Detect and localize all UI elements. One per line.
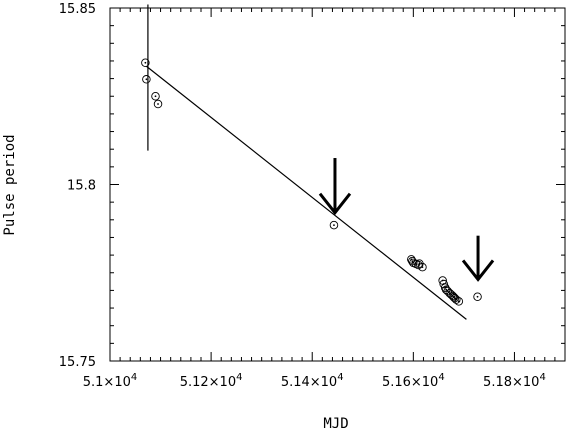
x-tick-labels: 5.1×104 5.12×104 5.14×104 5.16×104 5.18×104 [83, 372, 546, 390]
data-point [141, 58, 150, 67]
y-tick-label: 15.8 [67, 179, 96, 194]
plot-frame [109, 7, 566, 362]
x-tick-label: 5.14×104 [281, 372, 344, 390]
data-point [329, 220, 339, 230]
x-tick-label: 5.1×104 [83, 372, 137, 390]
axis-ticks [109, 7, 566, 362]
arrow-marker [461, 235, 495, 282]
data-point [454, 297, 464, 306]
data-points [141, 58, 482, 306]
y-tick-label: 15.85 [59, 2, 96, 17]
linear-fit-line [146, 65, 467, 320]
data-point [151, 91, 160, 101]
x-tick-label: 5.18×104 [483, 372, 546, 390]
data-point [142, 75, 151, 84]
data-point [153, 99, 163, 109]
data-point [418, 262, 427, 272]
data-point [473, 292, 482, 302]
arrow-marker [318, 158, 352, 216]
y-tick-labels: 15.75 15.8 15.85 [59, 2, 96, 370]
y-axis-title: Pulse period [2, 134, 18, 235]
x-tick-label: 5.16×104 [382, 372, 445, 390]
y-tick-label: 15.75 [59, 355, 96, 370]
x-tick-label: 5.12×104 [180, 372, 243, 390]
annotation-arrows [318, 158, 495, 282]
x-axis-title: MJD [323, 416, 348, 431]
